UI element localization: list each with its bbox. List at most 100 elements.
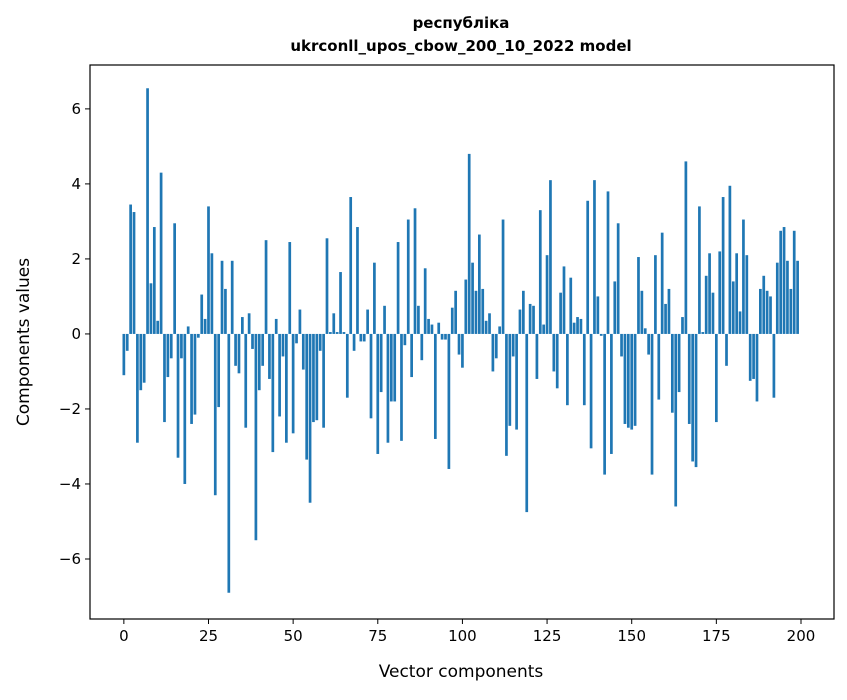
y-tick-label: 6 bbox=[71, 100, 81, 118]
bar bbox=[163, 333, 166, 423]
y-tick-label: 0 bbox=[71, 325, 81, 343]
bar bbox=[789, 288, 793, 334]
x-tick-label: 125 bbox=[533, 627, 562, 645]
bar bbox=[586, 200, 590, 334]
bar bbox=[494, 333, 498, 359]
bar bbox=[759, 288, 762, 334]
bar bbox=[501, 219, 505, 334]
bar bbox=[207, 206, 210, 334]
x-tick-label: 200 bbox=[787, 627, 816, 645]
bar bbox=[542, 324, 546, 334]
x-tick-label: 25 bbox=[199, 627, 218, 645]
bar bbox=[576, 317, 579, 334]
x-tick-label: 50 bbox=[284, 627, 303, 645]
bar bbox=[637, 257, 640, 334]
bar bbox=[241, 317, 244, 334]
x-tick-label: 150 bbox=[617, 627, 646, 645]
bar bbox=[217, 333, 221, 408]
bar bbox=[342, 332, 346, 334]
bar bbox=[288, 242, 292, 334]
bar bbox=[461, 333, 464, 368]
bar bbox=[312, 333, 315, 423]
bar bbox=[694, 333, 698, 468]
bar bbox=[670, 333, 674, 413]
bar bbox=[467, 153, 471, 334]
bar bbox=[711, 292, 715, 334]
bar bbox=[329, 332, 332, 334]
bar bbox=[484, 320, 488, 334]
bar bbox=[213, 333, 217, 496]
bar bbox=[176, 333, 180, 458]
bar bbox=[728, 185, 732, 334]
bar bbox=[169, 333, 173, 359]
bar bbox=[203, 318, 207, 334]
bar bbox=[552, 333, 556, 372]
bar bbox=[450, 307, 454, 334]
bar bbox=[538, 210, 542, 334]
bar bbox=[440, 333, 444, 340]
x-tick-label: 100 bbox=[448, 627, 477, 645]
bar bbox=[664, 303, 667, 334]
bar bbox=[149, 283, 153, 334]
bar bbox=[704, 275, 708, 334]
bar bbox=[400, 333, 403, 441]
bar bbox=[464, 279, 468, 334]
bar bbox=[596, 296, 600, 334]
bar bbox=[142, 333, 146, 383]
bar bbox=[423, 268, 427, 334]
bar bbox=[315, 333, 319, 421]
bar bbox=[230, 260, 234, 334]
bar bbox=[125, 333, 129, 351]
bar bbox=[779, 230, 783, 334]
bar bbox=[247, 313, 251, 334]
bar bbox=[180, 333, 183, 359]
bar bbox=[677, 333, 681, 393]
bar bbox=[271, 333, 275, 453]
bar bbox=[718, 251, 722, 334]
bar bbox=[725, 333, 728, 366]
bars-group bbox=[122, 88, 799, 593]
bar bbox=[566, 333, 569, 406]
bar bbox=[508, 333, 512, 426]
bar bbox=[210, 253, 214, 334]
bar bbox=[200, 294, 204, 334]
bar bbox=[660, 232, 664, 334]
bar bbox=[356, 227, 359, 334]
bar bbox=[721, 197, 725, 334]
bar bbox=[186, 326, 190, 334]
bar bbox=[762, 275, 766, 334]
bar bbox=[471, 262, 474, 334]
bar bbox=[775, 262, 779, 334]
bar bbox=[657, 333, 661, 400]
bar bbox=[579, 318, 583, 334]
bar bbox=[237, 333, 241, 374]
bar bbox=[291, 333, 295, 434]
bar bbox=[796, 260, 799, 334]
bar bbox=[745, 255, 749, 334]
bar bbox=[305, 333, 309, 460]
bar bbox=[264, 240, 268, 334]
bar bbox=[491, 333, 495, 372]
bar bbox=[610, 333, 613, 454]
bar bbox=[278, 333, 281, 417]
bar bbox=[234, 333, 237, 366]
bar bbox=[606, 191, 610, 334]
bar bbox=[268, 333, 271, 379]
bar bbox=[430, 324, 434, 334]
bar bbox=[525, 333, 529, 513]
bar bbox=[427, 318, 430, 334]
bar bbox=[420, 333, 424, 361]
bar bbox=[349, 197, 353, 334]
bar bbox=[447, 333, 451, 469]
bar bbox=[251, 333, 254, 349]
chart-title: республіка bbox=[413, 14, 510, 32]
bar bbox=[518, 309, 522, 334]
bar bbox=[630, 333, 634, 430]
bar bbox=[244, 333, 248, 428]
bar bbox=[769, 296, 772, 334]
bar bbox=[325, 238, 329, 334]
bar bbox=[569, 277, 573, 334]
y-tick-label: −2 bbox=[59, 400, 81, 418]
bar bbox=[684, 161, 688, 334]
